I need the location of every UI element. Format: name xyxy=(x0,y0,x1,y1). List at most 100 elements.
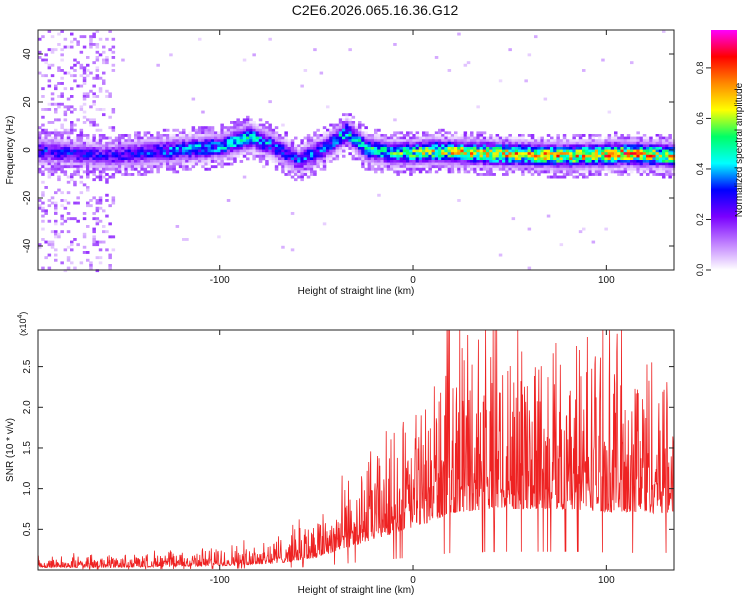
spectrogram-cell xyxy=(617,160,621,163)
spectrogram-cell xyxy=(207,147,212,150)
spectrogram-cell xyxy=(527,162,532,166)
spectrogram-cell xyxy=(242,144,247,148)
spectrogram-cell xyxy=(524,144,528,148)
spectrogram-cell xyxy=(204,126,208,130)
spectrogram-cell xyxy=(614,154,618,158)
spectrogram-cell xyxy=(482,173,487,176)
spectrogram-cell xyxy=(137,152,141,156)
spectrogram-cell xyxy=(306,170,311,174)
spectrogram-cell xyxy=(76,154,80,158)
spectrogram-cell xyxy=(406,154,410,158)
spectrogram-cell xyxy=(175,134,180,137)
spectrogram-cell xyxy=(457,144,461,148)
spectrogram-cell xyxy=(63,152,68,156)
snr-y-tick-label: 2.0 xyxy=(22,400,33,414)
spectrogram-cell xyxy=(258,144,263,148)
spectrogram-cell xyxy=(194,134,199,137)
spectrogram-cell xyxy=(415,141,420,145)
spectrogram-cell xyxy=(310,173,314,176)
spectrogram-cell xyxy=(457,32,461,36)
spectrogram-cell xyxy=(553,165,557,169)
spectrogram-cell xyxy=(530,149,535,153)
spectrogram-cell xyxy=(185,134,189,137)
spectrogram-cell xyxy=(207,152,212,156)
spectrogram-cell xyxy=(306,167,311,171)
spectrogram-cell xyxy=(268,141,272,145)
spectrogram-cell xyxy=(57,69,61,72)
spectrogram-cell xyxy=(444,134,448,137)
spectrogram-cell xyxy=(620,165,624,169)
spectrogram-cell xyxy=(450,141,455,145)
spectrogram-cell xyxy=(66,136,71,140)
spectrogram-cell xyxy=(95,141,100,145)
spectrogram-cell xyxy=(668,141,672,145)
spectrogram-cell xyxy=(566,154,570,158)
spectrogram-cell xyxy=(466,157,471,161)
spectrogram-cell xyxy=(57,165,61,169)
spectrogram-cell xyxy=(505,162,509,166)
spectrogram-cell xyxy=(137,160,141,163)
spectrogram-cell xyxy=(268,37,272,41)
spectrogram-cell xyxy=(598,139,602,143)
spectrogram-cell xyxy=(191,165,196,169)
spectrogram-cell xyxy=(575,147,580,150)
spectrogram-cell xyxy=(111,50,116,54)
spectrogram-cell xyxy=(623,170,628,174)
spectrogram-cell xyxy=(390,152,394,156)
spectrogram-cell xyxy=(294,173,298,176)
spectrogram-cell xyxy=(66,71,71,75)
spectrogram-cell xyxy=(524,139,528,143)
spectrogram-cell xyxy=(79,141,84,145)
spectrogram-cell xyxy=(95,144,100,148)
spectrogram-cell xyxy=(166,165,170,169)
spectrogram-cell xyxy=(479,162,484,166)
spectrogram-cell xyxy=(502,173,506,176)
spectrogram-cell xyxy=(658,165,663,169)
spectrogram-cell xyxy=(169,149,173,153)
spectrogram-cell xyxy=(207,131,212,135)
spectrogram-cell xyxy=(281,123,285,127)
spectrogram-cell xyxy=(396,141,400,145)
spectrogram-cell xyxy=(50,92,55,96)
spectrogram-cell xyxy=(636,157,640,161)
spectrogram-cell xyxy=(521,141,525,145)
spectrogram-cell xyxy=(73,108,77,111)
spectrogram-cell xyxy=(489,149,493,153)
spectrogram-cell xyxy=(105,165,109,169)
spectrogram-cell xyxy=(153,165,157,169)
spectrogram-cell xyxy=(566,139,570,143)
spectrogram-cell xyxy=(578,162,583,166)
spectrogram-cell xyxy=(457,167,461,171)
spectrogram-cell xyxy=(668,149,672,153)
spectrogram-cell xyxy=(242,121,247,124)
spectrogram-cell xyxy=(217,139,221,143)
spectrogram-cell xyxy=(143,157,148,161)
spectrogram-cell xyxy=(284,162,288,166)
spectrogram-cell xyxy=(671,144,676,148)
spectrogram-cell xyxy=(47,134,52,137)
spectrogram-cell xyxy=(412,165,416,169)
spectrogram-cell xyxy=(348,131,352,135)
spectrogram-cell xyxy=(153,162,157,166)
spectrogram-cell xyxy=(290,170,295,174)
spectrogram-cell xyxy=(79,108,84,111)
spectrogram-cell xyxy=(127,149,132,153)
spectrogram-cell xyxy=(450,157,455,161)
spectrogram-cell xyxy=(262,141,266,145)
spectrogram-cell xyxy=(201,134,205,137)
spectrogram-cell xyxy=(598,162,602,166)
spectrogram-cell xyxy=(73,37,77,41)
spectrogram-cell xyxy=(514,139,519,143)
spectrogram-cell xyxy=(255,123,260,127)
spectrogram-cell xyxy=(79,128,84,132)
spectrogram-cell xyxy=(428,167,432,171)
spectrogram-cell xyxy=(73,152,77,156)
spectrogram-cell xyxy=(402,154,407,158)
spectrogram-cell xyxy=(422,136,426,140)
spectrogram-cell xyxy=(530,152,535,156)
spectrogram-cell xyxy=(294,165,298,169)
spectrogram-cell xyxy=(297,167,301,171)
spectrogram-cell xyxy=(108,253,112,257)
spectrogram-cell xyxy=(521,173,525,176)
spectrogram-cell xyxy=(102,79,106,83)
